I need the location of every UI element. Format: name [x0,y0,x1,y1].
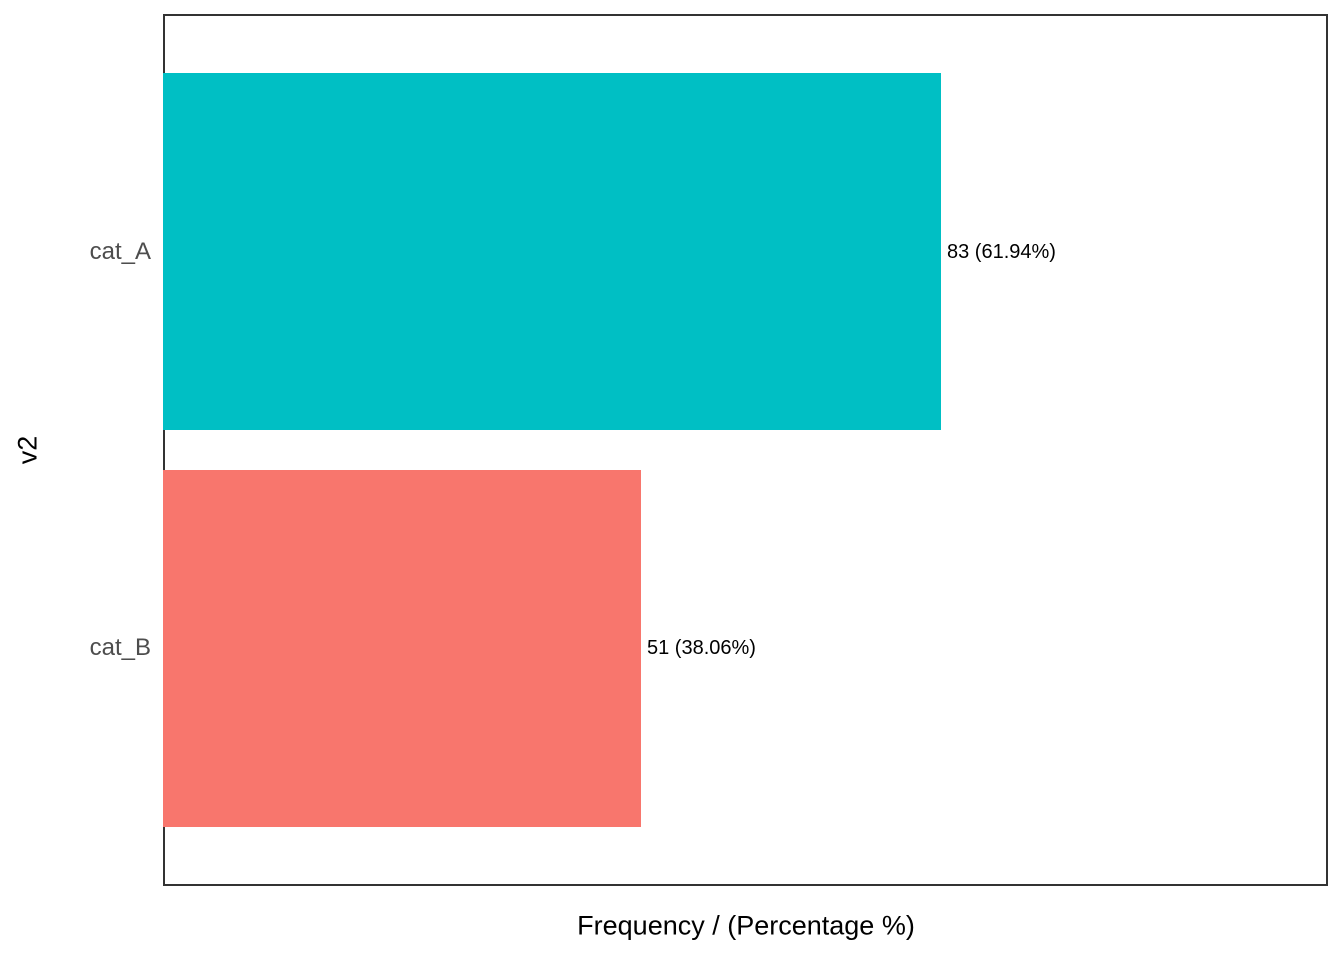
x-axis-title: Frequency / (Percentage %) [577,910,915,941]
y-tick-label-cat_B: cat_B [89,634,151,662]
y-axis-title: v2 [12,435,43,465]
y-tick-label-cat_A: cat_A [89,237,151,265]
bar-value-label-cat_A: 83 (61.94%) [947,240,1056,263]
bar-cat_B [163,469,641,827]
bar-value-label-cat_B: 51 (38.06%) [647,637,756,660]
bar-cat_A [163,73,941,431]
plot-panel [163,14,1328,886]
